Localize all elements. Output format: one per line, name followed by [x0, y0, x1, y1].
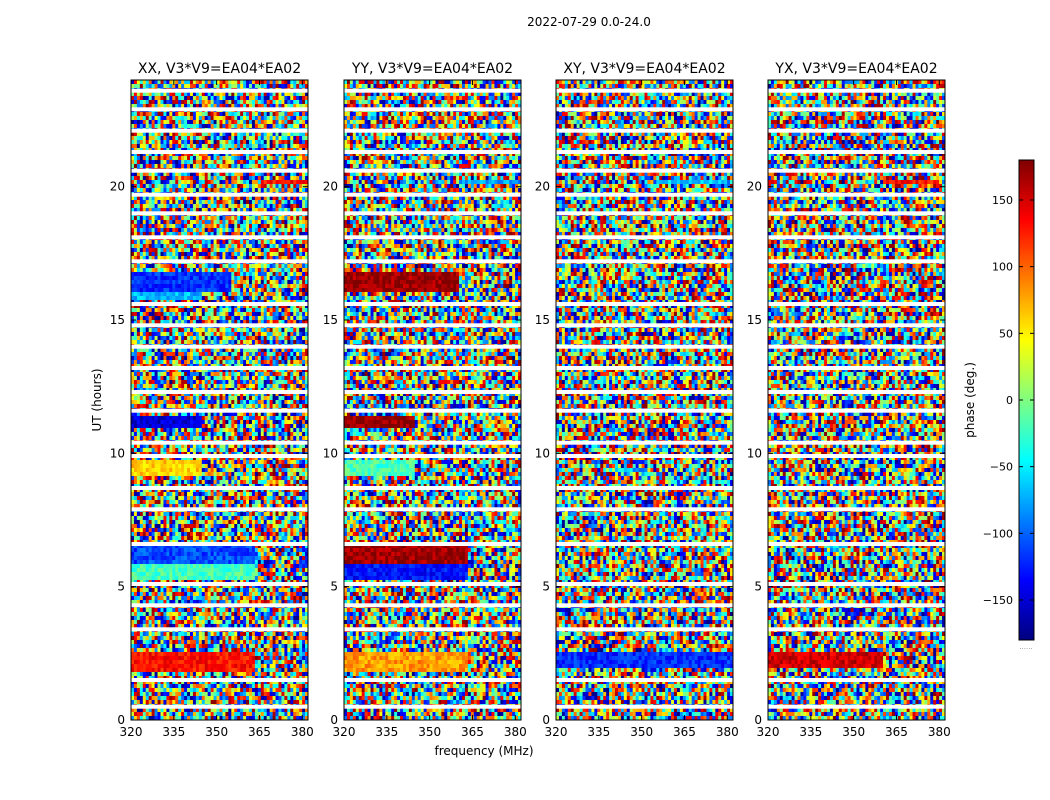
panel-title: XX, V3*V9=EA04*EA02 [138, 61, 301, 77]
colorbar-tick-label: 50 [999, 327, 1013, 340]
colorbar-tick-label: 0 [1006, 394, 1013, 407]
y-axis-label: UT (hours) [90, 368, 104, 431]
y-tick-label: 5 [330, 580, 338, 594]
colorbar-footer: ...... [1019, 643, 1032, 651]
y-tick-label: 15 [323, 313, 338, 327]
y-tick-label: 20 [110, 180, 125, 194]
x-tick-label: 365 [673, 725, 696, 739]
y-tick-label: 15 [535, 313, 550, 327]
y-tick-label: 5 [117, 580, 125, 594]
y-tick-label: 10 [110, 446, 125, 460]
x-tick-label: 335 [587, 725, 610, 739]
y-tick-label: 0 [330, 713, 338, 727]
y-tick-label: 10 [535, 446, 550, 460]
y-tick-label: 5 [754, 580, 762, 594]
y-tick-label: 10 [747, 446, 762, 460]
y-tick-label: 20 [323, 180, 338, 194]
x-tick-label: 350 [418, 725, 441, 739]
x-tick-label: 365 [248, 725, 271, 739]
x-tick-label: 335 [799, 725, 822, 739]
colorbar-tick-label: 150 [992, 194, 1013, 207]
y-tick-label: 0 [754, 713, 762, 727]
y-tick-label: 20 [535, 180, 550, 194]
panel-xy: XY, V3*V9=EA04*EA02 320 335 350 365 380 0 5 10 15… [535, 61, 739, 739]
x-tick-label: 335 [375, 725, 398, 739]
x-tick-label: 380 [716, 725, 739, 739]
x-tick-label: 320 [333, 725, 356, 739]
y-tick-label: 5 [542, 580, 550, 594]
panel-plot-area [556, 80, 733, 720]
x-tick-label: 380 [928, 725, 951, 739]
panel-plot-area [344, 80, 521, 720]
panel-yy: YY, V3*V9=EA04*EA02 320 335 350 365 380 0 5 10 15… [323, 61, 527, 739]
x-axis-label: frequency (MHz) [434, 744, 533, 758]
figure: 2022-07-29 0.0-24.0 XX, V3*V9=EA04*EA02 3… [0, 0, 1050, 800]
x-tick-label: 350 [205, 725, 228, 739]
x-tick-label: 380 [504, 725, 527, 739]
colorbar-label: phase (deg.) [963, 362, 977, 438]
panel-yx: YX, V3*V9=EA04*EA02 320 335 350 365 380 0 5 10 15… [747, 61, 951, 739]
colorbar: −150 −100 −50 0 50 100 150 phase (deg.) ...... [963, 160, 1034, 651]
x-tick-label: 350 [842, 725, 865, 739]
panel-plot-area [131, 80, 308, 720]
x-tick-label: 365 [885, 725, 908, 739]
panel-title: YY, V3*V9=EA04*EA02 [351, 61, 513, 77]
colorbar-tick-label: −150 [983, 594, 1013, 607]
x-tick-label: 380 [291, 725, 314, 739]
y-tick-label: 0 [117, 713, 125, 727]
y-tick-label: 15 [110, 313, 125, 327]
colorbar-tick-label: −50 [990, 461, 1013, 474]
y-tick-label: 10 [323, 446, 338, 460]
panel-plot-area [768, 80, 945, 720]
figure-title: 2022-07-29 0.0-24.0 [527, 15, 651, 29]
panel-title: XY, V3*V9=EA04*EA02 [563, 61, 725, 77]
x-tick-label: 365 [461, 725, 484, 739]
panel-title: YX, V3*V9=EA04*EA02 [774, 61, 937, 77]
x-tick-label: 320 [120, 725, 143, 739]
y-tick-label: 15 [747, 313, 762, 327]
x-tick-label: 320 [757, 725, 780, 739]
y-tick-label: 0 [542, 713, 550, 727]
x-tick-label: 320 [545, 725, 568, 739]
x-tick-label: 350 [630, 725, 653, 739]
y-tick-label: 20 [747, 180, 762, 194]
colorbar-tick-label: −100 [983, 527, 1013, 540]
colorbar-tick-label: 100 [992, 261, 1013, 274]
x-tick-label: 335 [162, 725, 185, 739]
panel-xx: XX, V3*V9=EA04*EA02 320 335 350 365 380 0 5 10 15… [110, 61, 314, 739]
